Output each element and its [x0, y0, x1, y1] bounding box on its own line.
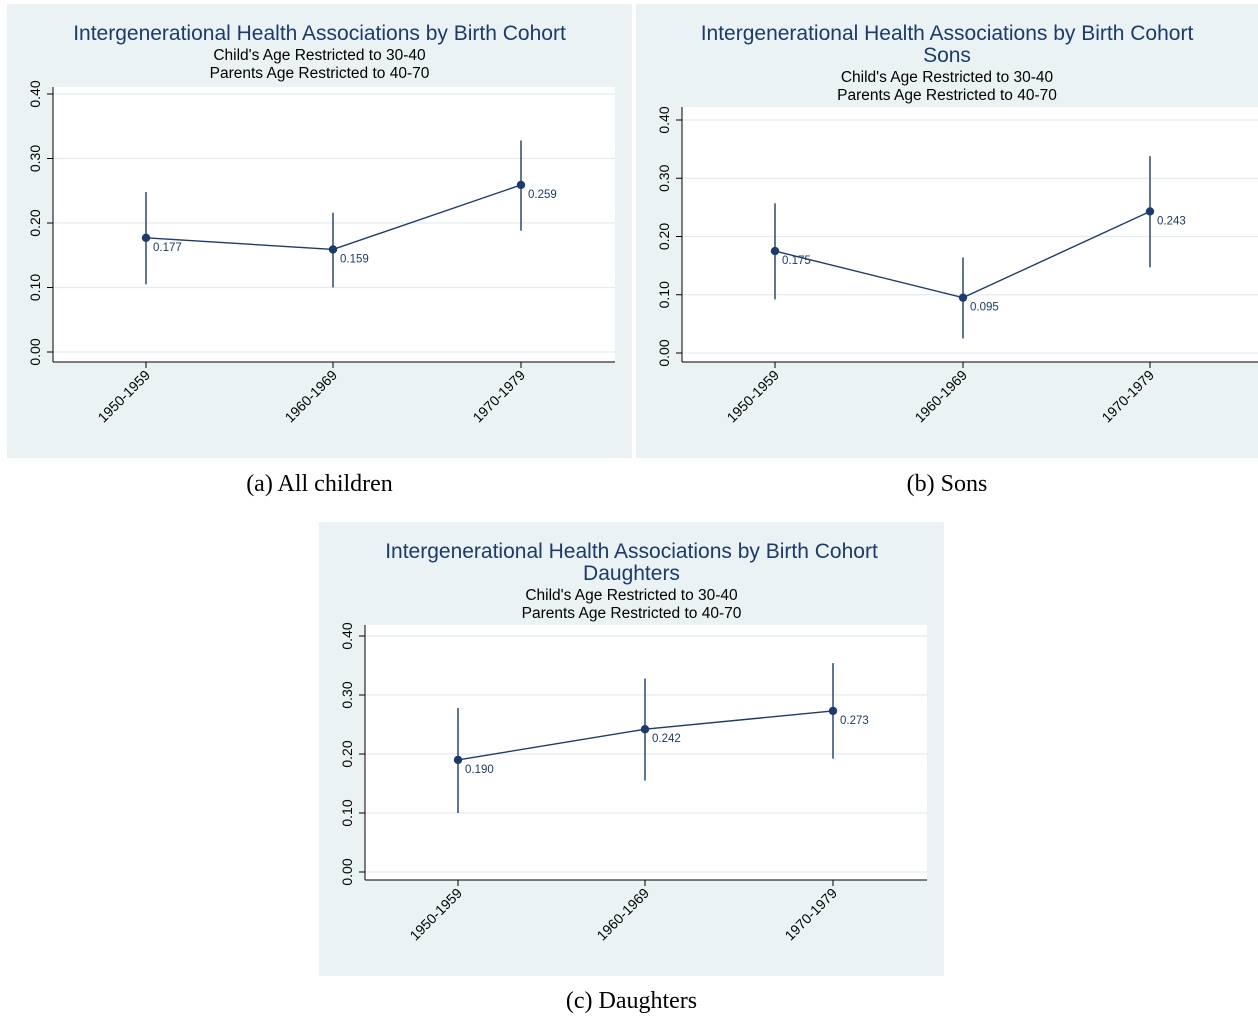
chart-svg-all-children: Intergenerational Health Associations by…: [27, 22, 615, 426]
plot-area: [53, 87, 615, 362]
chart-panel-sons: Intergenerational Health Associations by…: [636, 4, 1258, 458]
chart-panel-daughters: Intergenerational Health Associations by…: [319, 522, 944, 976]
x-tick-label: 1970-1979: [781, 885, 840, 944]
y-tick-label: 0.40: [656, 106, 672, 133]
y-tick-label: 0.40: [27, 80, 43, 107]
chart-title-line: Sons: [923, 44, 971, 67]
data-label: 0.095: [970, 302, 999, 314]
data-label: 0.190: [465, 764, 494, 776]
data-point: [453, 755, 463, 765]
data-label: 0.159: [340, 253, 369, 265]
data-point: [516, 180, 526, 190]
x-tick-label: 1950-1959: [94, 367, 153, 426]
data-label: 0.243: [1157, 215, 1186, 227]
chart-subtitle-line: Parents Age Restricted to 40-70: [210, 65, 430, 82]
y-tick-label: 0.20: [656, 223, 672, 250]
chart-title-line: Intergenerational Health Associations by…: [73, 22, 566, 45]
chart-title-line: Daughters: [583, 562, 680, 585]
data-point: [770, 246, 780, 256]
figure-caption-c: (c) Daughters: [565, 988, 698, 1014]
y-tick-label: 0.40: [339, 622, 355, 649]
chart-subtitle-line: Parents Age Restricted to 40-70: [522, 605, 742, 622]
x-tick-label: 1960-1969: [911, 367, 970, 426]
plot-area: [365, 625, 927, 880]
chart-subtitle-line: Parents Age Restricted to 40-70: [837, 87, 1057, 104]
figure-caption-b: (b) Sons: [906, 471, 988, 497]
data-label: 0.175: [782, 255, 811, 267]
x-tick-label: 1960-1969: [281, 367, 340, 426]
x-tick-label: 1970-1979: [469, 367, 528, 426]
data-label: 0.242: [652, 733, 681, 745]
y-tick-label: 0.30: [339, 681, 355, 708]
y-tick-label: 0.00: [339, 858, 355, 885]
x-tick-label: 1970-1979: [1098, 367, 1157, 426]
y-tick-label: 0.20: [339, 740, 355, 767]
chart-subtitle-line: Child's Age Restricted to 30-40: [525, 587, 738, 604]
y-tick-label: 0.20: [27, 209, 43, 236]
chart-subtitle-line: Child's Age Restricted to 30-40: [213, 47, 426, 64]
figure-caption-a: (a) All children: [246, 471, 393, 497]
chart-title-line: Intergenerational Health Associations by…: [385, 540, 878, 563]
chart-panel-all-children: Intergenerational Health Associations by…: [7, 4, 632, 458]
y-tick-label: 0.00: [27, 338, 43, 365]
x-tick-label: 1950-1959: [723, 367, 782, 426]
data-point: [141, 233, 151, 243]
y-tick-label: 0.10: [27, 274, 43, 301]
data-point: [828, 706, 838, 716]
data-point: [328, 245, 338, 254]
data-point: [958, 293, 968, 302]
data-label: 0.177: [153, 242, 182, 254]
x-tick-label: 1960-1969: [593, 885, 652, 944]
chart-svg-daughters: Intergenerational Health Associations by…: [339, 540, 927, 944]
data-label: 0.259: [528, 189, 557, 201]
data-point: [640, 725, 650, 734]
data-label: 0.273: [840, 715, 869, 727]
y-tick-label: 0.10: [656, 281, 672, 308]
chart-svg-sons: Intergenerational Health Associations by…: [656, 22, 1258, 426]
y-tick-label: 0.30: [656, 164, 672, 191]
chart-subtitle-line: Child's Age Restricted to 30-40: [841, 69, 1054, 86]
y-tick-label: 0.00: [656, 339, 672, 366]
data-point: [1145, 207, 1155, 216]
y-tick-label: 0.10: [339, 799, 355, 826]
y-tick-label: 0.30: [27, 145, 43, 172]
chart-title-line: Intergenerational Health Associations by…: [701, 22, 1194, 45]
x-tick-label: 1950-1959: [406, 885, 465, 944]
plot-area: [682, 107, 1258, 362]
